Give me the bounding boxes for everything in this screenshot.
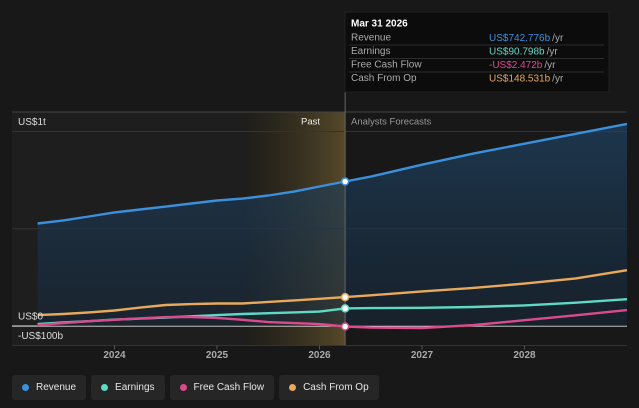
legend-label: Revenue [36, 382, 77, 393]
tooltip-box [344, 11, 610, 93]
legend-item[interactable]: Earnings [91, 375, 165, 400]
line [37, 308, 628, 330]
legend-label: Free Cash Flow [193, 382, 265, 393]
x-tick-label: 2026 [308, 350, 331, 361]
tooltip-label: Revenue [351, 33, 391, 44]
legend-label: Cash From Op [303, 382, 369, 393]
marker [340, 292, 350, 302]
y-tick-label: US$1t [18, 117, 46, 128]
tooltip-value-label: US$742.776b [489, 33, 551, 44]
forecast-label: Analysts Forecasts [351, 117, 431, 128]
y-tick-label: US$0 [18, 312, 43, 323]
tooltip-date: Mar 31 2026 [351, 19, 408, 30]
tooltip-value: US$90.798b/yr [489, 46, 558, 57]
y-tick-label: -US$100b [18, 331, 63, 342]
legend-item[interactable]: Cash From Op [279, 375, 379, 400]
tooltip-value-label: US$90.798b [489, 46, 545, 57]
line [37, 269, 628, 317]
tooltip: Mar 31 2026 Revenue US$742.776b/yr Earning… [344, 11, 610, 93]
marker [340, 177, 350, 186]
marker [340, 304, 350, 313]
legend-swatch [289, 384, 297, 391]
legend-swatch [22, 384, 29, 391]
x-tick-label: 2028 [513, 350, 536, 361]
legend-item[interactable]: Free Cash Flow [169, 375, 275, 400]
tooltip-unit: /yr [552, 33, 564, 44]
x-tick-label: 2025 [206, 350, 229, 361]
past-label: Past [301, 117, 320, 128]
tooltip-unit: /yr [544, 60, 556, 71]
area [37, 123, 628, 327]
tooltip-unit: /yr [547, 46, 559, 57]
tooltip-label: Cash From Op [351, 73, 417, 84]
x-tick-label: 2027 [411, 350, 434, 361]
tooltip-label: Free Cash Flow [351, 60, 422, 71]
x-tick-label: 2024 [103, 350, 126, 361]
tooltip-value: US$148.531b/yr [489, 73, 564, 84]
legend-swatch [101, 384, 109, 391]
chart: -US$100b US$0 US$1t 2024 2025 2026 2027 2028 Pa… [12, 11, 628, 361]
tooltip-value-label: -US$2.472b [489, 60, 543, 71]
legend: Revenue Earnings Free Cash Flow Cash From O… [12, 375, 379, 400]
legend-item[interactable]: Revenue [12, 375, 87, 400]
tooltip-label: Earnings [351, 46, 390, 57]
legend-label: Earnings [115, 382, 155, 393]
legend-swatch [179, 384, 187, 391]
tooltip-unit: /yr [552, 73, 564, 84]
tooltip-value: US$742.776b/yr [489, 33, 564, 44]
marker [340, 322, 350, 331]
tooltip-value-label: US$148.531b [489, 73, 551, 84]
tooltip-value: -US$2.472b/yr [489, 60, 556, 71]
line [37, 122, 628, 225]
